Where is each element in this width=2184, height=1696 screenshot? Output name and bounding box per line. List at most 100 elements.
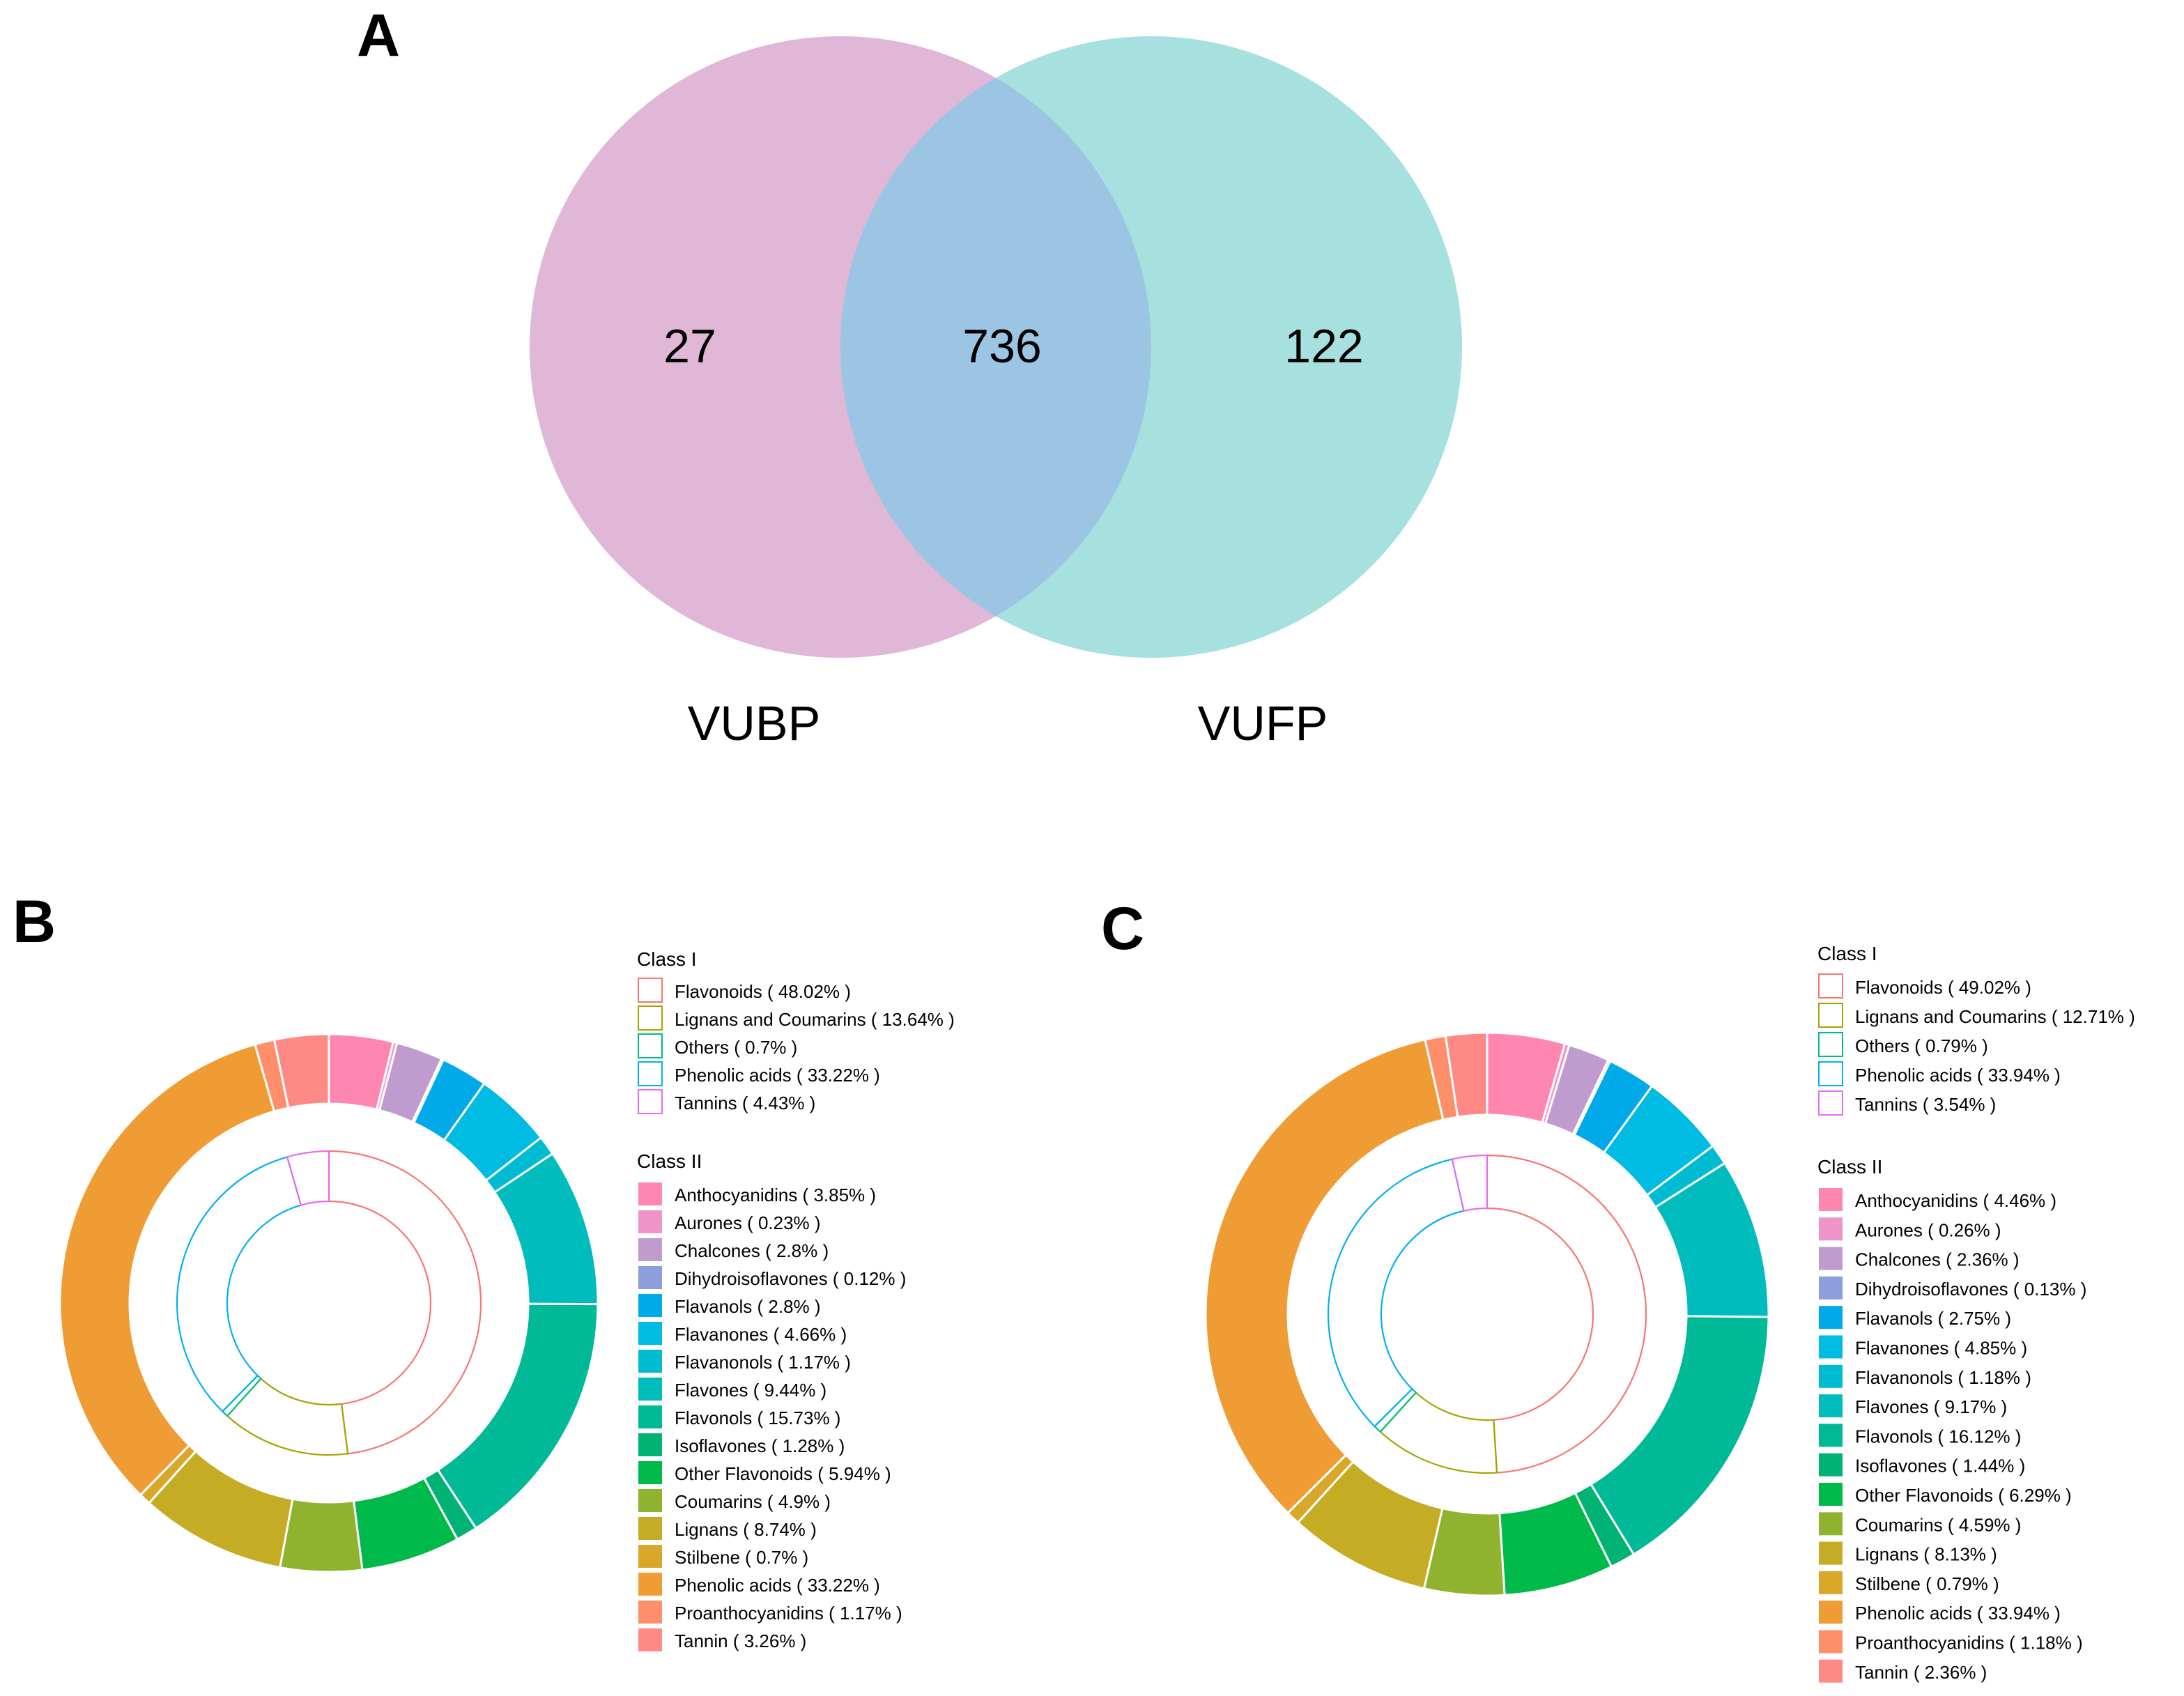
donut-chart-c bbox=[1204, 1031, 1770, 1597]
legend-b-class2-label-isoflavones: Isoflavones ( 1.28% ) bbox=[675, 1435, 845, 1456]
legend-c-class2-label-flavonols: Flavonols ( 16.12% ) bbox=[1855, 1426, 2021, 1447]
legend-c-class1-label-others: Others ( 0.79% ) bbox=[1855, 1035, 1988, 1056]
legend-b-class1-swatch-tannins bbox=[638, 1089, 663, 1114]
donut-c-outer-slice-tannin bbox=[1444, 1031, 1489, 1118]
donut-c-inner-slice-flavonoids bbox=[1486, 1154, 1647, 1474]
legend-b-class2-label-aurones: Aurones ( 0.23% ) bbox=[675, 1212, 821, 1233]
panel-label-a: A bbox=[357, 2, 400, 69]
legend-c-class2-swatch-isoflavones bbox=[1819, 1453, 1843, 1477]
donut-c-outer-slice-flavonols bbox=[1589, 1315, 1770, 1556]
legend-b-class1-label-others: Others ( 0.7% ) bbox=[675, 1037, 797, 1058]
legend-c-class2-label-isoflavones: Isoflavones ( 1.44% ) bbox=[1855, 1456, 2025, 1477]
legend-c-class1-label-flavonoids: Flavonoids ( 49.02% ) bbox=[1855, 977, 2031, 998]
venn-overlap-region bbox=[840, 77, 1151, 617]
legend-b-class2-swatch-flavanones bbox=[638, 1322, 662, 1345]
legend-c-class2-swatch-aurones bbox=[1819, 1217, 1843, 1241]
legend-b-class2-label-phenolic-acids: Phenolic acids ( 33.22% ) bbox=[675, 1575, 880, 1596]
legend-c-class2-label-lignans: Lignans ( 8.13% ) bbox=[1855, 1544, 1997, 1565]
legend-b-class1-swatch-phenolic-acids bbox=[638, 1061, 663, 1086]
legend-c-class2-label-dihydroisoflavones: Dihydroisoflavones ( 0.13% ) bbox=[1855, 1279, 2086, 1300]
donut-b-inner-slice-lignans-and-coumarins bbox=[226, 1378, 349, 1456]
legend-c-class2-label-flavones: Flavones ( 9.17% ) bbox=[1855, 1396, 2007, 1417]
legend-c-class2-swatch-flavanonols bbox=[1819, 1364, 1843, 1388]
legend-c-class2-label-stilbene: Stilbene ( 0.79% ) bbox=[1855, 1573, 1999, 1594]
legend-b-class2-heading: Class II bbox=[637, 1150, 702, 1172]
donut-b-inner-slice-flavonoids bbox=[328, 1150, 482, 1455]
legend-c: Class I Class II Flavonoids ( 49.02% ) Li… bbox=[1817, 943, 2135, 1683]
donut-b-inner-slice-phenolic-acids bbox=[176, 1156, 302, 1413]
donut-c-inner-slice-lignans-and-coumarins bbox=[1379, 1391, 1498, 1474]
legend-c-class2-label-chalcones: Chalcones ( 2.36% ) bbox=[1855, 1249, 2020, 1270]
legend-b-class2-label-proanthocyanidins: Proanthocyanidins ( 1.17% ) bbox=[675, 1603, 902, 1624]
legend-b-class1-label-tannins: Tannins ( 4.43% ) bbox=[675, 1093, 815, 1113]
donut-b-outer-slice-tannin bbox=[272, 1033, 330, 1109]
venn-count-both: 736 bbox=[962, 320, 1041, 373]
donut-b-outer-slice-coumarins bbox=[278, 1497, 364, 1573]
legend-b-class2-swatch-flavones bbox=[638, 1378, 662, 1401]
legend-c-class1-swatch-lignans-and-coumarins bbox=[1818, 1003, 1843, 1028]
legend-b-class1-label-lignans-and-coumarins: Lignans and Coumarins ( 13.64% ) bbox=[675, 1009, 955, 1030]
legend-b-class2-swatch-coumarins bbox=[638, 1489, 662, 1512]
legend-c-class2-swatch-phenolic-acids bbox=[1819, 1601, 1843, 1624]
venn-count-vubp-only: 27 bbox=[663, 320, 716, 373]
legend-b-class2-label-flavonols: Flavonols ( 15.73% ) bbox=[675, 1408, 840, 1428]
legend-c-class2-swatch-chalcones bbox=[1819, 1247, 1843, 1270]
legend-c-class2-swatch-flavanols bbox=[1819, 1306, 1843, 1329]
legend-b-class2-swatch-phenolic-acids bbox=[638, 1573, 662, 1596]
legend-b-class2-swatch-chalcones bbox=[638, 1238, 662, 1261]
legend-c-class2-heading: Class II bbox=[1817, 1156, 1882, 1178]
legend-b-class2-swatch-flavanols bbox=[638, 1294, 662, 1317]
legend-b-class1-heading: Class I bbox=[637, 948, 697, 970]
legend-c-class2-label-coumarins: Coumarins ( 4.59% ) bbox=[1855, 1514, 2021, 1535]
donut-c-outer-slice-phenolic-acids bbox=[1204, 1038, 1445, 1515]
legend-b-class2-swatch-other-flavonoids bbox=[638, 1461, 662, 1484]
legend-c-class2-swatch-other-flavonoids bbox=[1819, 1483, 1843, 1506]
legend-c-class1-swatch-tannins bbox=[1818, 1090, 1843, 1116]
legend-b-class2-label-flavanonols: Flavanonols ( 1.17% ) bbox=[675, 1352, 851, 1373]
donut-b-outer-slice-flavonols bbox=[436, 1302, 599, 1530]
legend-b: Class I Class II Flavonoids ( 48.02% ) Li… bbox=[637, 948, 955, 1651]
venn-set-label-vufp: VUFP bbox=[1198, 696, 1328, 750]
legend-c-class2-label-flavanones: Flavanones ( 4.85% ) bbox=[1855, 1338, 2027, 1359]
legend-c-class1-label-lignans-and-coumarins: Lignans and Coumarins ( 12.71% ) bbox=[1855, 1006, 2135, 1027]
legend-c-class2-swatch-flavanones bbox=[1819, 1335, 1843, 1359]
legend-b-class2-label-chalcones: Chalcones ( 2.8% ) bbox=[675, 1240, 829, 1261]
donut-b-outer-slice-phenolic-acids bbox=[59, 1042, 276, 1497]
legend-b-class2-label-lignans: Lignans ( 8.74% ) bbox=[675, 1519, 817, 1540]
donut-c-inner-slice-others bbox=[1374, 1387, 1417, 1433]
legend-b-class1-swatch-lignans-and-coumarins bbox=[638, 1005, 663, 1031]
donut-chart-b bbox=[59, 1033, 599, 1573]
legend-b-class2-swatch-proanthocyanidins bbox=[638, 1601, 662, 1624]
donut-b-inner-slice-others bbox=[221, 1374, 262, 1417]
panel-label-b: B bbox=[13, 888, 56, 955]
legend-c-class2-swatch-flavonols bbox=[1819, 1424, 1843, 1447]
legend-c-class2-label-phenolic-acids: Phenolic acids ( 33.94% ) bbox=[1855, 1603, 2061, 1624]
legend-b-class1-swatch-flavonoids bbox=[638, 978, 663, 1003]
legend-b-class1-swatch-others bbox=[638, 1033, 663, 1058]
legend-b-class2-label-anthocyanidins: Anthocyanidins ( 3.85% ) bbox=[675, 1185, 876, 1205]
legend-c-class2-label-proanthocyanidins: Proanthocyanidins ( 1.18% ) bbox=[1855, 1633, 2083, 1653]
venn-diagram: 27 736 122 VUBP VUFP bbox=[530, 36, 1462, 750]
legend-c-class2-label-flavanols: Flavanols ( 2.75% ) bbox=[1855, 1308, 2011, 1329]
legend-b-class2-swatch-stilbene bbox=[638, 1545, 662, 1568]
legend-c-class1-swatch-others bbox=[1818, 1032, 1843, 1057]
legend-b-class2-label-other-flavonoids: Other Flavonoids ( 5.94% ) bbox=[675, 1463, 891, 1484]
legend-c-class2-swatch-stilbene bbox=[1819, 1571, 1843, 1594]
legend-b-class2-label-flavones: Flavones ( 9.44% ) bbox=[675, 1380, 826, 1401]
legend-b-class2-swatch-tannin bbox=[638, 1628, 662, 1651]
legend-c-class2-swatch-flavones bbox=[1819, 1394, 1843, 1418]
legend-c-class1-label-phenolic-acids: Phenolic acids ( 33.94% ) bbox=[1855, 1065, 2061, 1086]
legend-c-class2-swatch-coumarins bbox=[1819, 1512, 1843, 1536]
legend-b-class1-label-phenolic-acids: Phenolic acids ( 33.22% ) bbox=[675, 1065, 880, 1086]
legend-b-class1-label-flavonoids: Flavonoids ( 48.02% ) bbox=[675, 981, 851, 1002]
legend-b-class2-swatch-flavonols bbox=[638, 1405, 662, 1428]
legend-b-class2-swatch-aurones bbox=[638, 1210, 662, 1233]
legend-c-class2-swatch-dihydroisoflavones bbox=[1819, 1276, 1843, 1300]
legend-c-class2-swatch-tannin bbox=[1819, 1659, 1843, 1683]
legend-c-class2-swatch-proanthocyanidins bbox=[1819, 1630, 1843, 1653]
legend-b-class2-swatch-isoflavones bbox=[638, 1433, 662, 1456]
legend-b-class2-swatch-flavanonols bbox=[638, 1350, 662, 1373]
legend-c-class2-swatch-anthocyanidins bbox=[1819, 1188, 1843, 1211]
donut-c-inner-slice-phenolic-acids bbox=[1327, 1158, 1465, 1428]
